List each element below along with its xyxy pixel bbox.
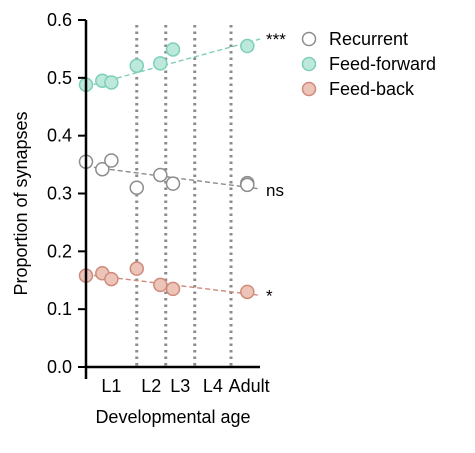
x-tick-label-l4: L4 xyxy=(203,376,223,396)
point-recurrent xyxy=(165,176,181,191)
legend-label-feed-forward: Feed-forward xyxy=(329,54,436,74)
trend-line-recurrent xyxy=(85,165,261,190)
y-tick-label: 0.0 xyxy=(47,357,72,377)
legend: Recurrent Feed-forward Feed-back xyxy=(301,29,436,99)
point-feed-forward xyxy=(104,75,119,90)
point-feed-forward xyxy=(129,58,144,73)
point-feed-back xyxy=(153,277,168,293)
point-recurrent xyxy=(240,177,255,193)
significance-labels: ns**** xyxy=(266,30,286,305)
trend-lines xyxy=(85,38,261,296)
trend-line-feed-forward xyxy=(85,38,261,88)
legend-marker-feed-back xyxy=(301,81,317,97)
x-tick-label-adult: Adult xyxy=(229,376,270,396)
y-ticks: 0.0 0.1 0.2 0.3 0.4 0.5 0.6 xyxy=(47,10,86,377)
x-tick-label-l2: L2 xyxy=(141,376,161,396)
point-feed-back xyxy=(240,284,255,300)
trend-line-feed-back xyxy=(85,273,261,296)
axes xyxy=(84,20,260,379)
significance-feed-forward: *** xyxy=(266,30,286,49)
significance-recurrent: ns xyxy=(266,181,284,200)
y-tick-label: 0.3 xyxy=(47,184,72,204)
point-recurrent xyxy=(129,180,144,195)
point-feed-back xyxy=(129,261,144,276)
significance-feed-back: * xyxy=(266,286,273,305)
point-recurrent xyxy=(104,153,119,168)
legend-label-feed-back: Feed-back xyxy=(329,79,415,99)
y-tick-label: 0.4 xyxy=(47,126,72,146)
y-tick-label: 0.6 xyxy=(47,10,72,30)
x-tick-label-l3: L3 xyxy=(170,376,190,396)
x-tick-label-l1: L1 xyxy=(101,376,121,396)
y-tick-label: 0.1 xyxy=(47,299,72,319)
point-recurrent xyxy=(95,161,110,177)
x-axis-label: Developmental age xyxy=(95,407,250,427)
point-recurrent xyxy=(153,167,168,183)
legend-marker-feed-forward xyxy=(301,56,317,72)
y-tick-label: 0.2 xyxy=(47,241,72,261)
point-feed-forward xyxy=(240,38,255,54)
stage-lines xyxy=(135,25,233,367)
y-axis-label: Proportion of synapses xyxy=(11,111,31,295)
legend-label-recurrent: Recurrent xyxy=(329,29,408,49)
point-feed-forward xyxy=(153,56,168,71)
x-tick-labels: L1 L2 L3 L4 Adult xyxy=(101,376,269,396)
data-points xyxy=(78,38,255,300)
legend-marker-recurrent xyxy=(301,31,317,47)
y-tick-label: 0.5 xyxy=(47,68,72,88)
point-feed-forward xyxy=(165,42,181,57)
point-feed-back xyxy=(104,271,119,287)
point-feed-back xyxy=(165,281,181,297)
